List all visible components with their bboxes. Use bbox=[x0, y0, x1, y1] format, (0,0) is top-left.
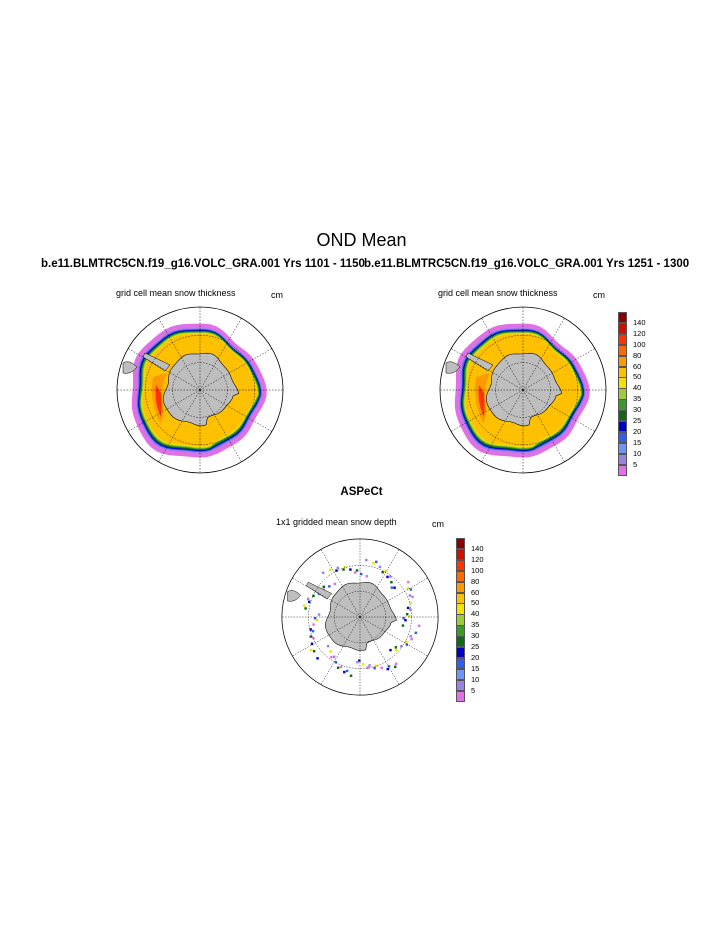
colorbar-label: 35 bbox=[471, 620, 480, 630]
colorbar-swatch bbox=[618, 344, 627, 357]
colorbar-swatch bbox=[456, 625, 465, 637]
colorbar-2: 140 120 100 80 60 50 40 35 30 25 20 15 10 5 bbox=[456, 538, 516, 703]
obs-units: cm bbox=[432, 519, 444, 529]
colorbar-label: 140 bbox=[633, 317, 646, 327]
panel-2-map bbox=[439, 306, 607, 474]
colorbar-label: 100 bbox=[471, 565, 484, 575]
colorbar-swatch bbox=[618, 453, 627, 466]
colorbar-swatch bbox=[456, 679, 465, 692]
colorbar-swatch bbox=[618, 333, 627, 346]
panel-1-subtitle: grid cell mean snow thickness bbox=[116, 288, 236, 298]
colorbar-label: 35 bbox=[633, 394, 642, 404]
obs-subtitle: 1x1 gridded mean snow depth bbox=[276, 517, 397, 527]
colorbar-swatch bbox=[618, 377, 627, 389]
colorbar-swatch bbox=[456, 657, 465, 670]
colorbar-label: 120 bbox=[471, 554, 484, 564]
panel-1-case-title: b.e11.BLMTRC5CN.f19_g16.VOLC_GRA.001 Yrs… bbox=[41, 258, 365, 270]
colorbar-label: 80 bbox=[471, 576, 480, 586]
panel-2-subtitle: grid cell mean snow thickness bbox=[438, 288, 558, 298]
colorbar-label: 15 bbox=[471, 663, 480, 673]
panel-2-case-title: b.e11.BLMTRC5CN.f19_g16.VOLC_GRA.001 Yrs… bbox=[364, 258, 690, 270]
colorbar-swatch bbox=[618, 442, 627, 455]
colorbar-swatch bbox=[456, 603, 465, 615]
colorbar-label: 20 bbox=[633, 426, 642, 436]
colorbar-label: 60 bbox=[633, 361, 642, 371]
colorbar-label: 140 bbox=[471, 543, 484, 553]
colorbar-label: 80 bbox=[633, 350, 642, 360]
colorbar-label: 50 bbox=[471, 598, 480, 608]
colorbar-label: 60 bbox=[471, 587, 480, 597]
colorbar-swatch bbox=[618, 322, 627, 335]
colorbar-swatch bbox=[456, 690, 465, 702]
colorbar-label: 120 bbox=[633, 328, 646, 338]
colorbar-swatch bbox=[456, 668, 465, 681]
colorbar-swatch bbox=[618, 410, 627, 422]
colorbar-label: 30 bbox=[633, 405, 642, 415]
colorbar-swatch bbox=[456, 548, 465, 561]
colorbar-swatch bbox=[618, 421, 627, 433]
colorbar-label: 10 bbox=[471, 674, 480, 684]
obs-map bbox=[281, 538, 439, 696]
colorbar-swatch bbox=[618, 366, 627, 378]
colorbar-swatch bbox=[618, 312, 627, 324]
colorbar-swatch bbox=[618, 355, 627, 367]
colorbar-swatch bbox=[618, 431, 627, 444]
panel-2-units: cm bbox=[593, 290, 605, 300]
colorbar-label: 25 bbox=[471, 642, 480, 651]
colorbar-label: 40 bbox=[471, 609, 480, 619]
colorbar-label: 15 bbox=[633, 437, 642, 447]
colorbar-label: 25 bbox=[633, 416, 642, 425]
colorbar-swatch bbox=[456, 647, 465, 659]
figure-title: OND Mean bbox=[316, 230, 407, 250]
colorbar-label: 30 bbox=[471, 631, 480, 641]
colorbar-swatch bbox=[618, 388, 627, 400]
colorbar-label: 20 bbox=[471, 652, 480, 662]
colorbar-swatch bbox=[456, 538, 465, 550]
colorbar-swatch bbox=[618, 399, 627, 411]
panel-1-units: cm bbox=[271, 290, 283, 300]
colorbar-swatch bbox=[456, 559, 465, 572]
colorbar-swatch bbox=[456, 614, 465, 626]
colorbar-swatch bbox=[456, 570, 465, 583]
colorbar-swatch bbox=[456, 592, 465, 604]
colorbar-swatch bbox=[618, 464, 627, 476]
colorbar-swatch bbox=[456, 636, 465, 648]
colorbar-label: 5 bbox=[633, 459, 638, 469]
obs-title: ASPeCt bbox=[340, 486, 383, 498]
colorbar-label: 10 bbox=[633, 448, 642, 458]
colorbar-label: 5 bbox=[471, 685, 476, 695]
panel-1-map bbox=[116, 306, 284, 474]
colorbar-label: 40 bbox=[633, 383, 642, 393]
colorbar-label: 100 bbox=[633, 339, 646, 349]
colorbar-swatch bbox=[456, 581, 465, 593]
colorbar-label: 50 bbox=[633, 372, 642, 382]
colorbar-1: 140 120 100 80 60 50 40 35 30 25 20 15 10 5 bbox=[618, 312, 678, 477]
